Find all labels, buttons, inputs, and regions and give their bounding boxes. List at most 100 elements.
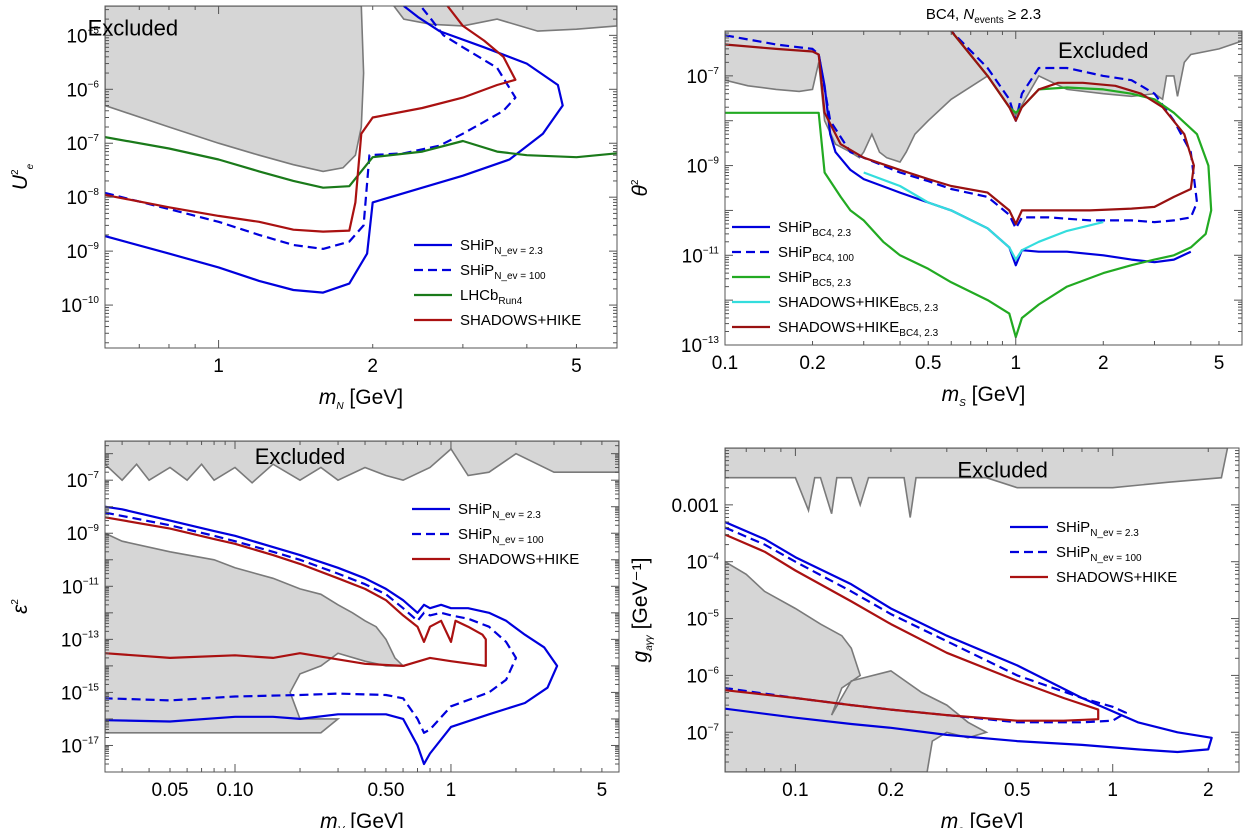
plot-frame	[724, 30, 1243, 346]
legend-name: SHiP	[778, 269, 812, 286]
y-tick-base: 10	[686, 610, 707, 631]
y-tick-exponent: −7	[88, 133, 100, 144]
series-line-2	[725, 533, 1100, 722]
title-sub: events	[974, 15, 1003, 26]
legend-label: SHADOWS+HIKEBC4, 2.3	[778, 319, 939, 339]
x-axis-unit: [GeV]	[344, 386, 404, 409]
legend-name: SHADOWS+HIKE	[778, 319, 899, 336]
legend-label: SHADOWS+HIKEBC5, 2.3	[778, 294, 939, 314]
excluded-label: Excluded	[957, 458, 1048, 483]
series-line-1	[725, 31, 1199, 230]
y-tick-label: 10−11	[682, 245, 720, 267]
excluded-region	[725, 560, 989, 772]
series-line-3	[105, 6, 517, 233]
y-tick-label: 10−7	[686, 722, 719, 744]
y-tick-exponent: −13	[82, 629, 99, 640]
y-tick-label: 10−9	[66, 241, 99, 263]
legend-sub: Run4	[498, 296, 522, 307]
legend-sub: BC5, 2.3	[812, 278, 851, 289]
legend-label: SHiPN_ev = 100	[1056, 544, 1142, 564]
y-tick-label: 10−4	[686, 552, 719, 574]
y-axis-title: θ2	[629, 179, 652, 196]
y-tick-label: 10−13	[681, 335, 720, 357]
legend-label: SHiPN_ev = 2.3	[460, 237, 543, 257]
legend-name: SHiP	[778, 219, 812, 236]
y-tick-label: 10−17	[61, 735, 100, 757]
x-tick-label: 0.2	[878, 780, 904, 801]
y-tick-base: 10	[61, 736, 82, 757]
y-tick-base: 10	[66, 242, 87, 263]
legend-name: SHADOWS+HIKE	[458, 551, 579, 568]
y-tick-base: 10	[66, 134, 87, 155]
legend-label: SHiPBC4, 100	[778, 244, 854, 264]
y-tick-label: 0.001	[671, 496, 719, 517]
legend-sub: BC4, 2.3	[899, 328, 938, 339]
series-line-0	[105, 505, 559, 766]
x-axis-unit: [GeV]	[344, 810, 404, 828]
title-prefix: BC4,	[926, 6, 964, 23]
plot-area	[105, 6, 617, 294]
legend-name: SHADOWS+HIKE	[778, 294, 899, 311]
y-tick-base: 10	[682, 246, 703, 267]
y-tick-base: 10	[686, 666, 707, 687]
y-tick-base: 10	[61, 296, 82, 317]
legend-sub: BC4, 100	[812, 253, 854, 264]
plot-frame	[104, 440, 620, 773]
y-tick-exponent: −6	[88, 79, 100, 90]
x-tick-label: 2	[367, 356, 378, 377]
y-tick-exponent: −17	[82, 735, 99, 746]
x-tick-label: 1	[213, 356, 224, 377]
y-tick-base: 10	[66, 524, 87, 545]
legend-name: SHiP	[460, 262, 494, 279]
legend-label: SHiPN_ev = 100	[458, 526, 544, 546]
excluded-label: Excluded	[1058, 38, 1149, 63]
y-tick-base: 10	[686, 67, 707, 88]
excluded-label: Excluded	[88, 15, 179, 40]
x-tick-label: 2	[1098, 353, 1109, 374]
y-tick-label: 10−6	[686, 665, 719, 687]
legend-label: SHADOWS+HIKE	[1056, 569, 1177, 586]
x-axis-sub: N	[336, 401, 344, 412]
legend-name: SHiP	[460, 237, 494, 254]
y-tick-base: 10	[61, 683, 82, 704]
y-tick-exponent: −7	[88, 470, 100, 481]
x-axis-title: ma [GeV]	[941, 810, 1024, 828]
y-tick-base: 10	[66, 471, 87, 492]
series-line-2	[105, 516, 487, 667]
legend-name: SHiP	[1056, 519, 1090, 536]
plot-area	[105, 441, 619, 766]
plot-frame	[724, 447, 1240, 773]
y-tick-label: 10−15	[61, 682, 100, 704]
legend-name: SHiP	[458, 501, 492, 518]
y-tick-exponent: −7	[708, 722, 720, 733]
title-var: N	[963, 6, 974, 23]
y-tick-exponent: −9	[88, 523, 100, 534]
legend-name: SHiP	[458, 526, 492, 543]
plot-area	[725, 31, 1242, 339]
x-axis-unit: [GeV]	[966, 383, 1026, 406]
y-axis-sup: 2	[10, 599, 21, 605]
legend-label: LHCbRun4	[460, 287, 523, 307]
excluded-region	[725, 31, 1242, 163]
y-axis-sup: 2	[630, 179, 641, 185]
y-tick-exponent: −11	[83, 576, 100, 587]
x-axis-unit: [GeV]	[964, 810, 1024, 828]
legend-sub: BC4, 2.3	[812, 228, 851, 239]
x-tick-label: 1	[1107, 780, 1118, 801]
x-axis-title: mV [GeV]	[320, 810, 404, 828]
series-line-2	[105, 136, 617, 189]
y-axis-unit: [GeV⁻¹]	[629, 558, 652, 636]
chart-panel-bottom-left: 0.05 0.10 0.50 1 510−1710−1510−1310−1110−910…	[9, 440, 620, 828]
x-tick-label: 5	[571, 356, 582, 377]
excluded-region	[105, 441, 619, 484]
y-tick-base: 10	[686, 157, 707, 178]
y-tick-base: 10	[66, 188, 87, 209]
y-tick-exponent: −7	[708, 66, 720, 77]
excluded-label: Excluded	[255, 444, 346, 469]
y-axis-sup: 2	[10, 169, 21, 175]
y-axis-title: U2e	[9, 163, 36, 190]
x-tick-label: 5	[1214, 353, 1225, 374]
